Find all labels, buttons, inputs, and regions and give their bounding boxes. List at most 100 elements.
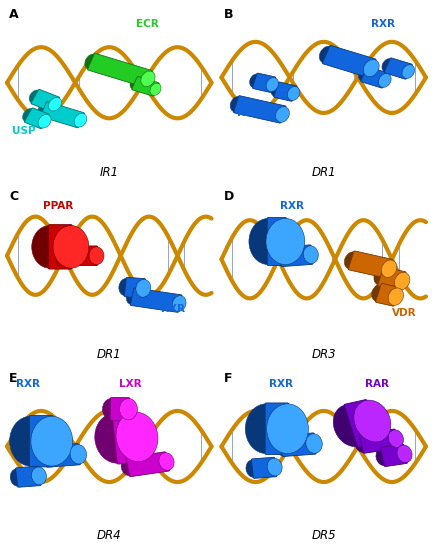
FancyBboxPatch shape	[381, 444, 407, 467]
Text: RAR: RAR	[365, 379, 389, 389]
Ellipse shape	[38, 447, 55, 466]
Ellipse shape	[382, 59, 394, 72]
Text: VDR: VDR	[392, 307, 417, 318]
Ellipse shape	[394, 272, 410, 290]
Ellipse shape	[74, 113, 87, 127]
FancyBboxPatch shape	[130, 288, 182, 312]
FancyBboxPatch shape	[384, 58, 412, 79]
Text: E: E	[9, 372, 18, 385]
FancyBboxPatch shape	[31, 89, 60, 112]
Ellipse shape	[388, 288, 404, 305]
Ellipse shape	[23, 108, 36, 122]
Ellipse shape	[354, 400, 391, 442]
Ellipse shape	[29, 90, 42, 103]
Ellipse shape	[38, 114, 51, 128]
Ellipse shape	[230, 96, 244, 112]
Ellipse shape	[130, 77, 141, 89]
Ellipse shape	[274, 248, 289, 266]
FancyBboxPatch shape	[233, 96, 286, 123]
FancyBboxPatch shape	[57, 246, 97, 265]
FancyBboxPatch shape	[252, 457, 277, 478]
Ellipse shape	[120, 399, 137, 420]
Text: RXR: RXR	[280, 201, 304, 211]
Text: DR5: DR5	[311, 529, 336, 543]
Text: USP: USP	[12, 126, 36, 136]
FancyBboxPatch shape	[344, 399, 380, 447]
Ellipse shape	[271, 83, 283, 97]
FancyBboxPatch shape	[112, 411, 141, 464]
Text: DR3: DR3	[311, 347, 336, 360]
Text: PPAR: PPAR	[43, 201, 73, 211]
Text: DR1: DR1	[97, 347, 122, 360]
Ellipse shape	[306, 434, 322, 453]
Ellipse shape	[150, 83, 161, 95]
FancyBboxPatch shape	[359, 429, 399, 453]
Text: A: A	[9, 8, 19, 21]
Ellipse shape	[397, 445, 412, 463]
Ellipse shape	[95, 414, 137, 463]
Ellipse shape	[374, 268, 389, 286]
Ellipse shape	[38, 102, 51, 116]
Ellipse shape	[103, 399, 120, 420]
FancyBboxPatch shape	[40, 102, 84, 128]
FancyBboxPatch shape	[267, 218, 286, 265]
Ellipse shape	[250, 74, 262, 88]
Ellipse shape	[266, 218, 305, 265]
FancyBboxPatch shape	[252, 73, 275, 92]
Ellipse shape	[267, 404, 308, 453]
FancyBboxPatch shape	[132, 77, 159, 96]
Ellipse shape	[344, 252, 360, 269]
Text: RXR: RXR	[269, 379, 293, 389]
Ellipse shape	[378, 73, 391, 88]
Ellipse shape	[372, 284, 387, 302]
Ellipse shape	[119, 278, 134, 296]
FancyBboxPatch shape	[124, 277, 145, 298]
Ellipse shape	[381, 260, 397, 277]
Ellipse shape	[51, 247, 66, 265]
Ellipse shape	[172, 295, 186, 311]
Ellipse shape	[85, 54, 99, 69]
FancyBboxPatch shape	[48, 225, 72, 269]
Ellipse shape	[10, 469, 25, 486]
FancyBboxPatch shape	[348, 251, 393, 278]
Ellipse shape	[363, 60, 379, 77]
Ellipse shape	[402, 65, 414, 78]
Ellipse shape	[31, 416, 73, 466]
Text: ECR: ECR	[136, 19, 159, 29]
Ellipse shape	[89, 247, 104, 265]
FancyBboxPatch shape	[45, 444, 81, 467]
FancyBboxPatch shape	[361, 67, 389, 88]
Ellipse shape	[275, 107, 289, 123]
Text: D: D	[223, 190, 234, 203]
Ellipse shape	[159, 453, 174, 470]
Ellipse shape	[116, 412, 158, 462]
FancyBboxPatch shape	[280, 433, 316, 457]
Ellipse shape	[10, 416, 52, 466]
Text: DR4: DR4	[97, 529, 122, 543]
FancyBboxPatch shape	[87, 54, 152, 87]
Text: RXR: RXR	[16, 379, 40, 389]
FancyBboxPatch shape	[378, 267, 406, 290]
FancyBboxPatch shape	[323, 45, 376, 77]
FancyBboxPatch shape	[24, 108, 49, 129]
Text: DR1: DR1	[311, 166, 336, 179]
FancyBboxPatch shape	[279, 245, 313, 266]
Ellipse shape	[136, 280, 151, 297]
Ellipse shape	[141, 71, 155, 86]
Ellipse shape	[267, 458, 282, 476]
Ellipse shape	[359, 67, 371, 82]
Ellipse shape	[48, 97, 61, 111]
FancyBboxPatch shape	[16, 466, 41, 487]
Ellipse shape	[266, 78, 278, 91]
Ellipse shape	[126, 289, 140, 305]
Text: IR1: IR1	[100, 166, 119, 179]
Ellipse shape	[274, 436, 291, 456]
Ellipse shape	[246, 404, 287, 453]
Ellipse shape	[246, 459, 261, 478]
Ellipse shape	[70, 445, 87, 464]
Ellipse shape	[53, 225, 89, 268]
Ellipse shape	[388, 430, 404, 447]
Text: B: B	[223, 8, 233, 21]
FancyBboxPatch shape	[110, 398, 129, 421]
Text: RXR: RXR	[237, 108, 261, 118]
